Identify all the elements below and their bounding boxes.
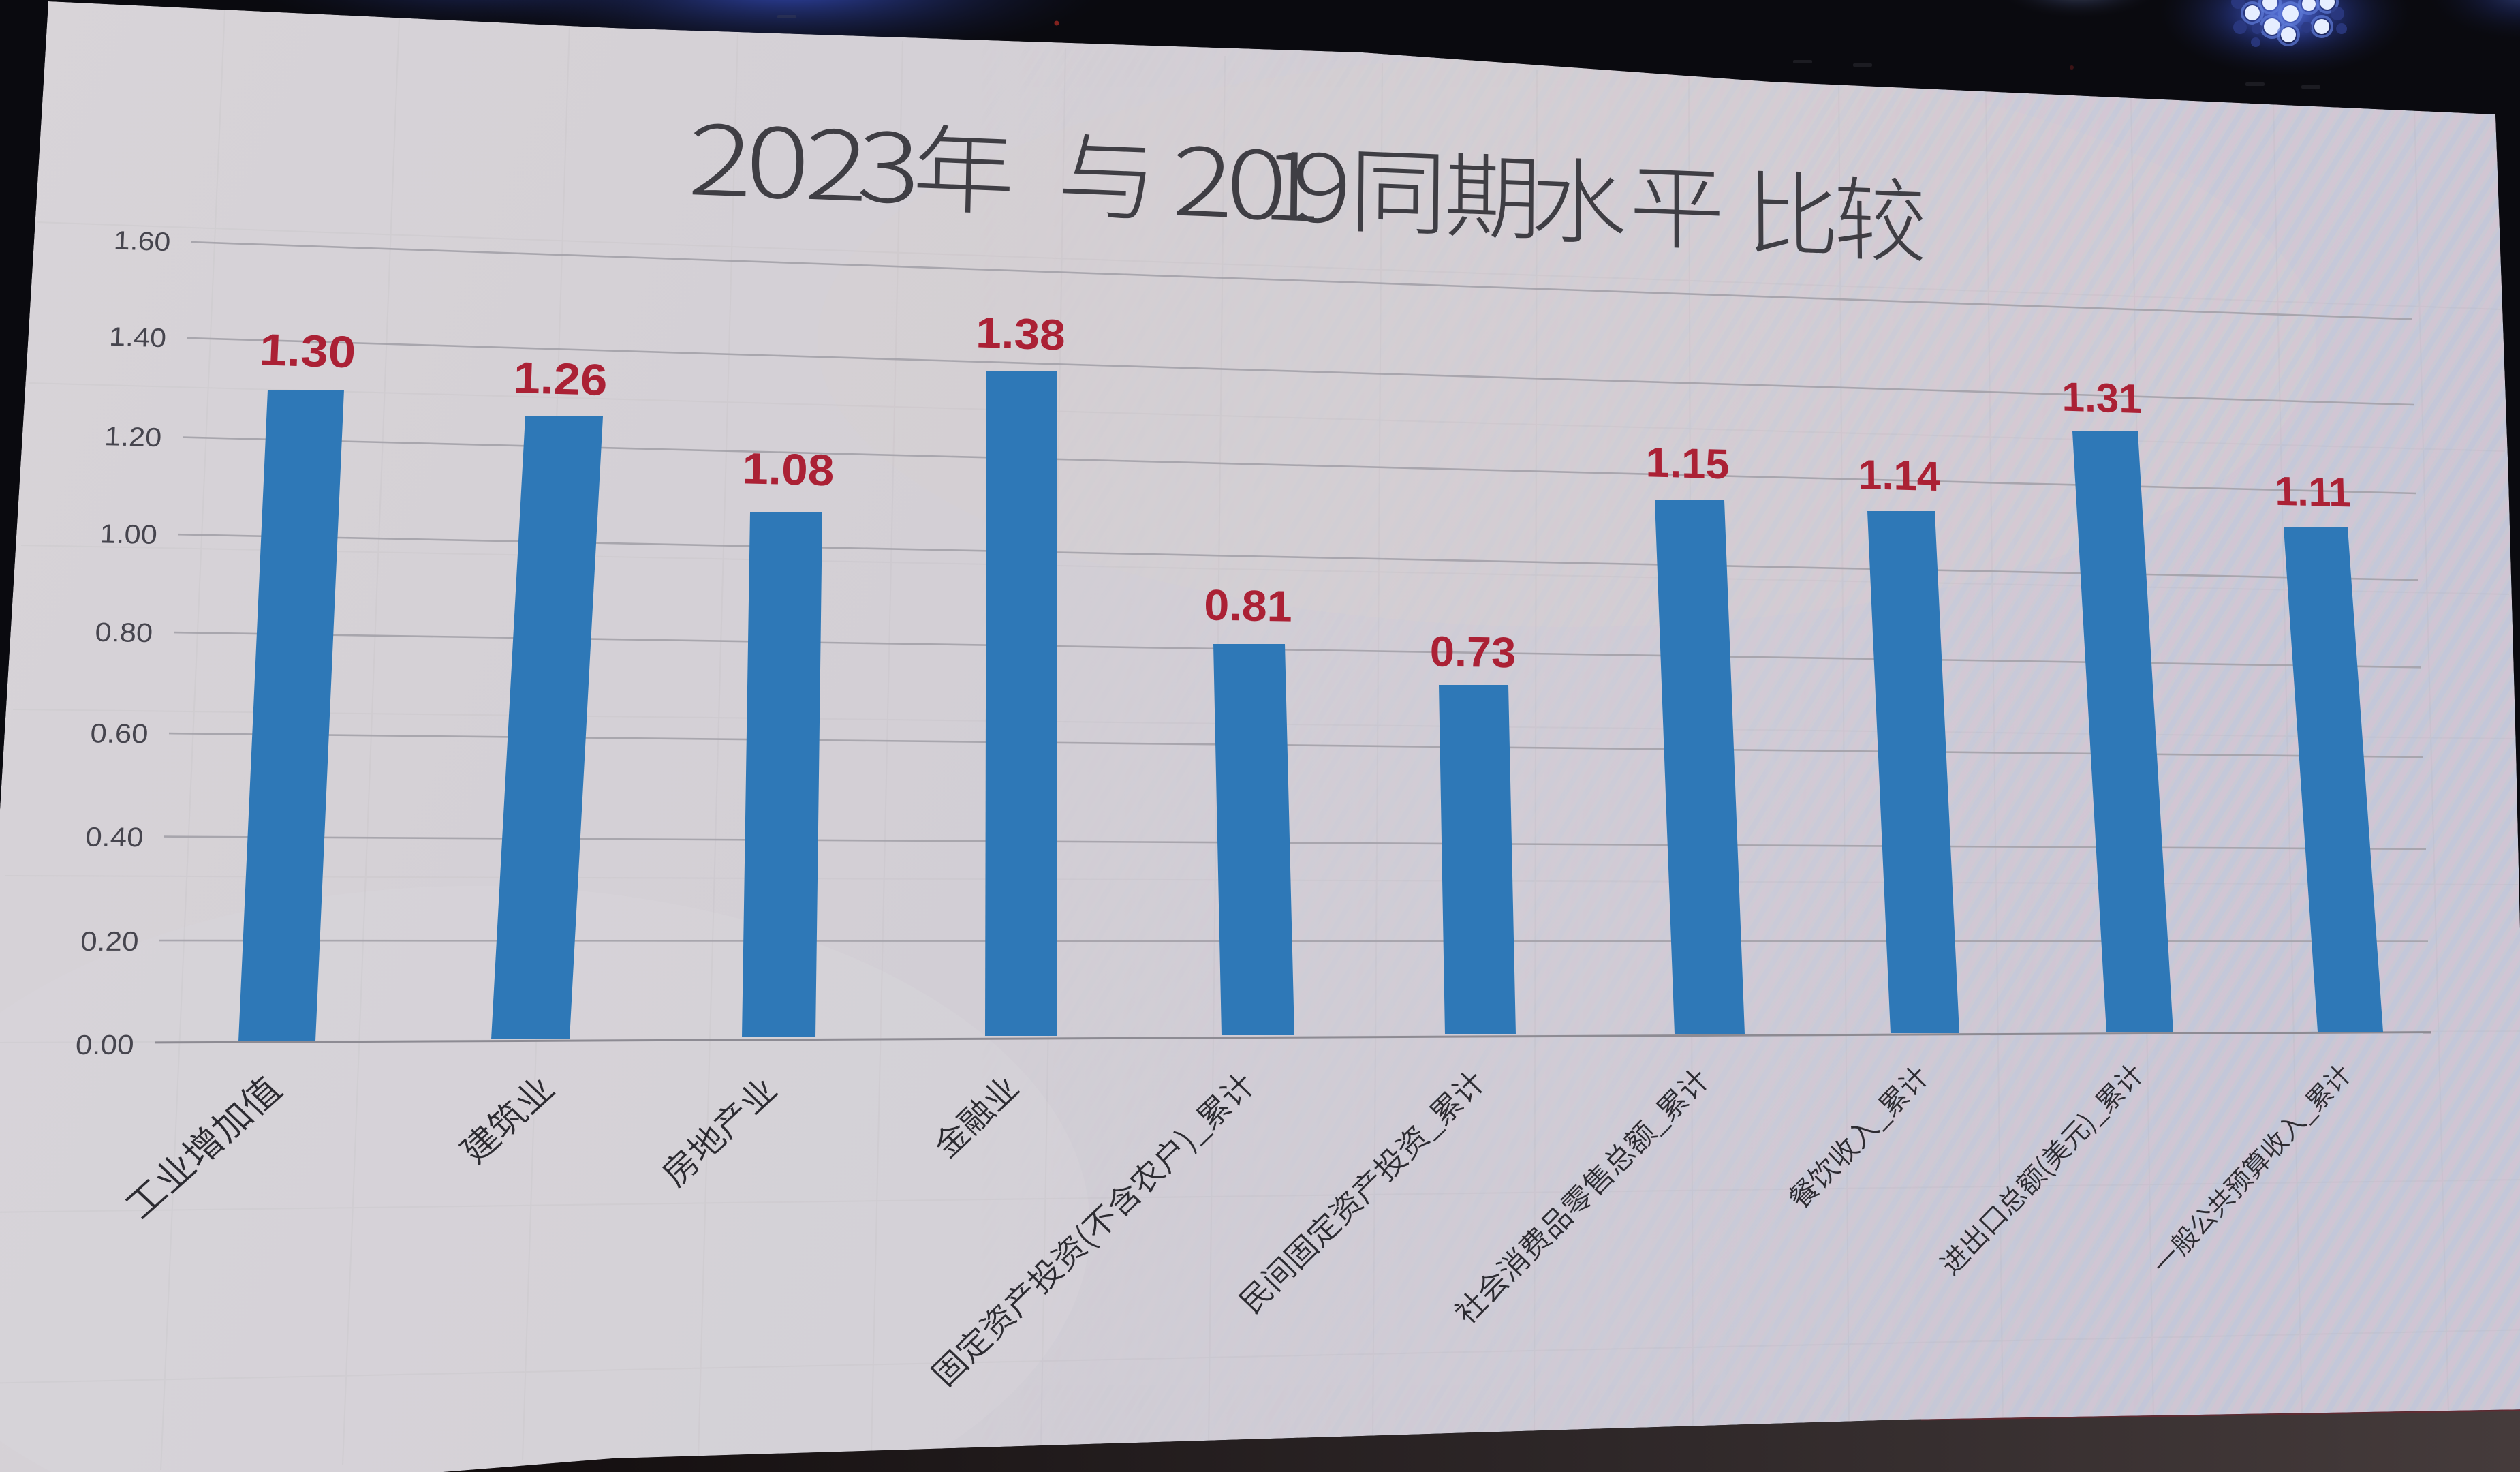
svg-text:0.73: 0.73 xyxy=(1430,627,1516,677)
svg-text:1.00: 1.00 xyxy=(99,519,158,549)
svg-text:0.81: 0.81 xyxy=(1204,581,1292,631)
svg-text:1.14: 1.14 xyxy=(1858,450,1941,500)
svg-text:1.11: 1.11 xyxy=(2274,467,2351,515)
svg-text:1.38: 1.38 xyxy=(976,308,1065,359)
svg-text:1.26: 1.26 xyxy=(513,353,608,405)
svg-text:0.80: 0.80 xyxy=(95,617,154,648)
svg-text:1.08: 1.08 xyxy=(741,444,835,495)
svg-text:1.20: 1.20 xyxy=(104,421,162,453)
svg-text:1.15: 1.15 xyxy=(1645,440,1729,488)
svg-text:1.30: 1.30 xyxy=(258,324,356,377)
svg-text:1.60: 1.60 xyxy=(113,225,171,256)
svg-text:1.31: 1.31 xyxy=(2062,374,2142,422)
svg-text:0.40: 0.40 xyxy=(84,821,144,852)
svg-text:0.20: 0.20 xyxy=(80,926,139,957)
svg-text:0.60: 0.60 xyxy=(90,718,149,749)
svg-text:1.40: 1.40 xyxy=(108,322,167,353)
svg-text:0.00: 0.00 xyxy=(75,1029,135,1060)
